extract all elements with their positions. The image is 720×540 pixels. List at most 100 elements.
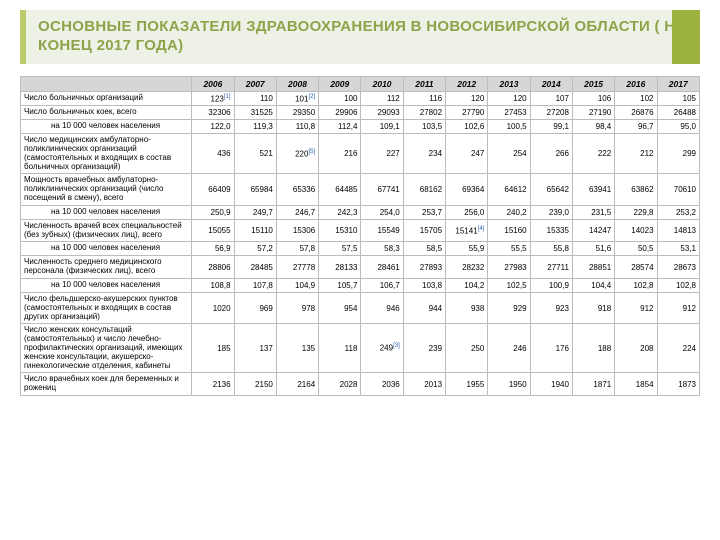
- cell-value: 15310: [319, 219, 361, 242]
- cell-value: 27208: [530, 106, 572, 120]
- cell-value: 1873: [657, 373, 699, 396]
- cell-value: 1871: [572, 373, 614, 396]
- title-bar: ОСНОВНЫЕ ПОКАЗАТЕЛИ ЗДРАВООХРАНЕНИЯ В НО…: [20, 10, 700, 64]
- table-row: Число врачебных коек для беременных и ро…: [21, 373, 700, 396]
- cell-value: 176: [530, 324, 572, 373]
- cell-value: 1955: [446, 373, 488, 396]
- header-year: 2013: [488, 76, 530, 91]
- title-accent-right: [672, 10, 700, 64]
- cell-value: 95,0: [657, 120, 699, 134]
- cell-value: 240,2: [488, 205, 530, 219]
- cell-value: 107,8: [234, 278, 276, 292]
- cell-value: 216: [319, 134, 361, 174]
- cell-value: 944: [403, 292, 445, 323]
- cell-value: 15160: [488, 219, 530, 242]
- header-year: 2010: [361, 76, 403, 91]
- cell-value: 65642: [530, 174, 572, 205]
- footnote-ref: [2]: [308, 94, 315, 100]
- cell-value: 120: [488, 91, 530, 106]
- cell-value: 108,8: [192, 278, 234, 292]
- cell-value: 102,8: [615, 278, 657, 292]
- cell-value: 29350: [276, 106, 318, 120]
- cell-value: 15335: [530, 219, 572, 242]
- cell-value: 185: [192, 324, 234, 373]
- cell-value: 1854: [615, 373, 657, 396]
- row-label: Число фельдшерско-акушерских пунктов (са…: [21, 292, 192, 323]
- cell-value: 14247: [572, 219, 614, 242]
- cell-value: 2036: [361, 373, 403, 396]
- cell-value: 68162: [403, 174, 445, 205]
- cell-value: 299: [657, 134, 699, 174]
- cell-value: 105: [657, 91, 699, 106]
- header-year: 2012: [446, 76, 488, 91]
- cell-value: 946: [361, 292, 403, 323]
- cell-value: 29093: [361, 106, 403, 120]
- cell-value: 912: [657, 292, 699, 323]
- cell-value: 123[1]: [192, 91, 234, 106]
- cell-value: 222: [572, 134, 614, 174]
- cell-value: 15141[4]: [446, 219, 488, 242]
- header-year: 2014: [530, 76, 572, 91]
- cell-value: 98,4: [572, 120, 614, 134]
- header-year: 2008: [276, 76, 318, 91]
- cell-value: 1940: [530, 373, 572, 396]
- cell-value: 63862: [615, 174, 657, 205]
- cell-value: 27790: [446, 106, 488, 120]
- cell-value: 26876: [615, 106, 657, 120]
- cell-value: 104,2: [446, 278, 488, 292]
- cell-value: 28806: [192, 256, 234, 279]
- cell-value: 15110: [234, 219, 276, 242]
- cell-value: 2150: [234, 373, 276, 396]
- cell-value: 104,4: [572, 278, 614, 292]
- cell-value: 32306: [192, 106, 234, 120]
- cell-value: 266: [530, 134, 572, 174]
- cell-value: 100,5: [488, 120, 530, 134]
- cell-value: 101[2]: [276, 91, 318, 106]
- cell-value: 15306: [276, 219, 318, 242]
- page-title: ОСНОВНЫЕ ПОКАЗАТЕЛИ ЗДРАВООХРАНЕНИЯ В НО…: [38, 18, 688, 56]
- cell-value: 938: [446, 292, 488, 323]
- cell-value: 253,7: [403, 205, 445, 219]
- cell-value: 67741: [361, 174, 403, 205]
- cell-value: 521: [234, 134, 276, 174]
- row-label: Численность среднего медицинского персон…: [21, 256, 192, 279]
- table-row: Число фельдшерско-акушерских пунктов (са…: [21, 292, 700, 323]
- cell-value: 28485: [234, 256, 276, 279]
- header-blank: [21, 76, 192, 91]
- cell-value: 104,9: [276, 278, 318, 292]
- cell-value: 103,5: [403, 120, 445, 134]
- cell-value: 28133: [319, 256, 361, 279]
- header-year: 2017: [657, 76, 699, 91]
- cell-value: 1020: [192, 292, 234, 323]
- cell-value: 27802: [403, 106, 445, 120]
- cell-value: 26488: [657, 106, 699, 120]
- cell-value: 2136: [192, 373, 234, 396]
- cell-value: 249,7: [234, 205, 276, 219]
- footnote-ref: [3]: [393, 343, 400, 349]
- cell-value: 29906: [319, 106, 361, 120]
- table-container: 2006200720082009201020112012201320142015…: [20, 76, 700, 396]
- cell-value: 31525: [234, 106, 276, 120]
- cell-value: 112,4: [319, 120, 361, 134]
- table-row: Численность врачей всех специальностей (…: [21, 219, 700, 242]
- cell-value: 51,6: [572, 242, 614, 256]
- cell-value: 246,7: [276, 205, 318, 219]
- cell-value: 69364: [446, 174, 488, 205]
- row-label: Численность врачей всех специальностей (…: [21, 219, 192, 242]
- cell-value: 66409: [192, 174, 234, 205]
- cell-value: 28232: [446, 256, 488, 279]
- cell-value: 64612: [488, 174, 530, 205]
- cell-value: 249[3]: [361, 324, 403, 373]
- cell-value: 55,9: [446, 242, 488, 256]
- cell-value: 63941: [572, 174, 614, 205]
- cell-value: 250: [446, 324, 488, 373]
- cell-value: 923: [530, 292, 572, 323]
- table-row: Число женских консультаций (самостоятель…: [21, 324, 700, 373]
- header-year: 2009: [319, 76, 361, 91]
- table-row: на 10 000 человек населения250,9249,7246…: [21, 205, 700, 219]
- cell-value: 110: [234, 91, 276, 106]
- cell-value: 102,8: [657, 278, 699, 292]
- cell-value: 106,7: [361, 278, 403, 292]
- cell-value: 239: [403, 324, 445, 373]
- table-row: на 10 000 человек населения108,8107,8104…: [21, 278, 700, 292]
